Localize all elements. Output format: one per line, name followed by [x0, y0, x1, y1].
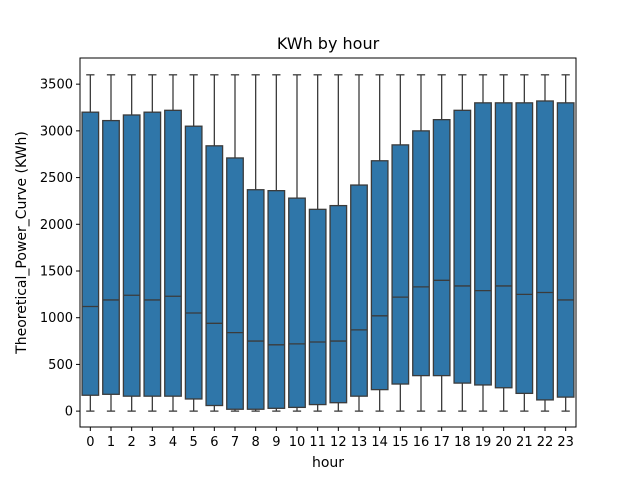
iqr-box	[474, 102, 492, 386]
x-tick-label: 14	[371, 435, 388, 450]
iqr-box	[494, 102, 513, 389]
y-axis-label: Theoretical_Power_Curve (KWh)	[14, 131, 30, 355]
x-axis-label: hour	[312, 455, 344, 471]
x-tick-label: 20	[495, 435, 512, 450]
x-tick-label: 22	[537, 435, 554, 450]
box-hour-14	[370, 74, 389, 412]
box-hour-3	[143, 74, 162, 412]
iqr-box	[432, 119, 451, 377]
iqr-box	[205, 145, 224, 407]
x-tick-label: 11	[309, 435, 326, 450]
x-tick-label: 18	[454, 435, 471, 450]
box-hour-9	[267, 74, 286, 412]
x-tick-label: 15	[392, 435, 409, 450]
x-tick-label: 13	[351, 435, 368, 450]
box-hour-11	[308, 74, 327, 412]
y-tick-label: 500	[48, 358, 73, 373]
box-hour-21	[515, 74, 534, 412]
box-hour-1	[102, 74, 120, 412]
iqr-box	[453, 109, 472, 384]
iqr-box	[536, 100, 554, 401]
y-tick-label: 1500	[40, 264, 73, 279]
box-hour-19	[474, 74, 492, 412]
box-hour-23	[556, 74, 575, 412]
x-tick-label: 7	[231, 435, 239, 450]
iqr-box	[329, 204, 348, 404]
x-tick-label: 0	[86, 435, 94, 450]
iqr-box	[122, 114, 141, 397]
x-tick-label: 17	[433, 435, 450, 450]
x-tick-label: 4	[169, 435, 177, 450]
iqr-box	[184, 125, 203, 400]
box-hour-6	[205, 74, 224, 412]
iqr-box	[412, 130, 430, 377]
box-hour-13	[350, 74, 368, 412]
x-tick-label: 2	[128, 435, 136, 450]
y-tick-label: 1000	[40, 311, 73, 326]
box-hour-12	[329, 74, 348, 412]
x-tick-label: 5	[190, 435, 198, 450]
box-hour-18	[453, 74, 472, 412]
x-tick-label: 16	[413, 435, 430, 450]
box-hour-0	[81, 74, 100, 412]
iqr-box	[556, 102, 575, 398]
box-hour-22	[536, 74, 554, 412]
x-tick-label: 19	[475, 435, 492, 450]
iqr-box	[226, 157, 244, 410]
y-tick-label: 3500	[40, 78, 73, 93]
x-tick-label: 21	[516, 435, 533, 450]
iqr-box	[515, 102, 534, 395]
x-tick-label: 23	[557, 435, 574, 450]
box-hour-17	[432, 74, 451, 412]
y-tick-label: 3000	[40, 124, 73, 139]
iqr-box	[391, 144, 410, 385]
y-tick-label: 2000	[40, 218, 73, 233]
iqr-box	[102, 119, 120, 395]
iqr-box	[143, 111, 162, 397]
iqr-box	[81, 111, 100, 396]
chart-title: KWh by hour	[277, 34, 380, 53]
iqr-box	[350, 184, 368, 397]
box-hour-20	[494, 74, 513, 412]
iqr-box	[267, 190, 286, 409]
x-tick-label: 1	[107, 435, 115, 450]
box-hour-4	[164, 74, 182, 412]
x-tick-label: 10	[289, 435, 306, 450]
box-hour-10	[288, 74, 306, 412]
x-tick-label: 9	[272, 435, 280, 450]
x-tick-label: 3	[148, 435, 156, 450]
box-hour-16	[412, 74, 430, 412]
box-hour-7	[226, 74, 244, 412]
x-tick-label: 12	[330, 435, 347, 450]
iqr-box	[246, 189, 265, 410]
plot-area-frame	[79, 57, 577, 428]
iqr-box	[308, 208, 327, 406]
x-tick-label: 8	[252, 435, 260, 450]
box-hour-15	[391, 74, 410, 412]
x-tick-label: 6	[210, 435, 218, 450]
box-hour-5	[184, 74, 203, 412]
box-hour-8	[246, 74, 265, 412]
box-hour-2	[122, 74, 141, 412]
iqr-box	[370, 160, 389, 391]
iqr-box	[288, 197, 306, 409]
y-tick-label: 2500	[40, 171, 73, 186]
y-tick-label: 0	[65, 405, 73, 420]
iqr-box	[164, 109, 182, 397]
